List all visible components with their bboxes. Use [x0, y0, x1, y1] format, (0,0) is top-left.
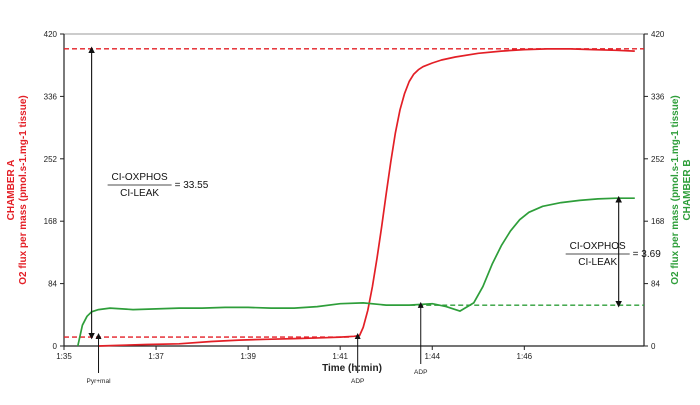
- left-axis-unit-label: O2 flux per mass (pmol.s-1.mg-1 tissue): [18, 95, 29, 285]
- ratio-value: = 3.69: [633, 249, 662, 260]
- left-axis-chamber-label: CHAMBER A: [6, 160, 17, 221]
- x-tick-label: 1:39: [240, 352, 256, 361]
- left-y-tick-label: 0: [53, 342, 58, 351]
- markers-layer: Pyr+mal ADP ADP: [87, 301, 427, 385]
- injection-label: ADP: [351, 378, 364, 385]
- x-axis-title: Time (h:min): [322, 363, 382, 374]
- chamber-a-series-line: [98, 48, 635, 347]
- x-tick-label: 1:35: [56, 352, 72, 361]
- x-tick-label: 1:46: [517, 352, 533, 361]
- ratio-numerator: CI-OXPHOS: [570, 241, 626, 252]
- annotations-layer: CI-OXPHOS CI-LEAK = 33.55 CI-OXPHOS CI-LEAK =…: [88, 46, 662, 340]
- ratio-numerator: CI-OXPHOS: [112, 172, 168, 183]
- right-y-tick-label: 252: [651, 155, 665, 164]
- left-y-tick-label: 84: [48, 280, 57, 289]
- axes-layer: 0 0 84 84 168 168 252 252 336 336 420 420 1:35 1:37 1:…: [44, 30, 665, 361]
- right-y-tick-label: 420: [651, 30, 665, 39]
- x-tick-label: 1:41: [332, 352, 348, 361]
- left-y-tick-label: 336: [44, 92, 58, 101]
- x-tick-label: 1:44: [424, 352, 440, 361]
- injection-label: ADP: [414, 369, 427, 376]
- ratio-denominator: CI-LEAK: [578, 257, 617, 268]
- chamber-b-series-line: [76, 197, 635, 347]
- ratio-value: = 33.55: [175, 180, 209, 191]
- right-y-tick-label: 168: [651, 217, 665, 226]
- right-axis-unit-label: O2 flux per mass (pmol.s-1.mg-1 tissue): [670, 95, 681, 285]
- left-y-tick-label: 168: [44, 217, 58, 226]
- ratio-denominator: CI-LEAK: [120, 188, 159, 199]
- series-layer: [76, 48, 635, 347]
- left-y-tick-label: 252: [44, 155, 58, 164]
- right-y-tick-label: 336: [651, 92, 665, 101]
- right-y-tick-label: 0: [651, 342, 656, 351]
- x-tick-label: 1:37: [148, 352, 164, 361]
- injection-label: Pyr+mal: [87, 378, 112, 385]
- right-axis-chamber-label: CHAMBER B: [682, 159, 693, 220]
- left-y-tick-label: 420: [44, 30, 58, 39]
- right-y-tick-label: 84: [651, 280, 660, 289]
